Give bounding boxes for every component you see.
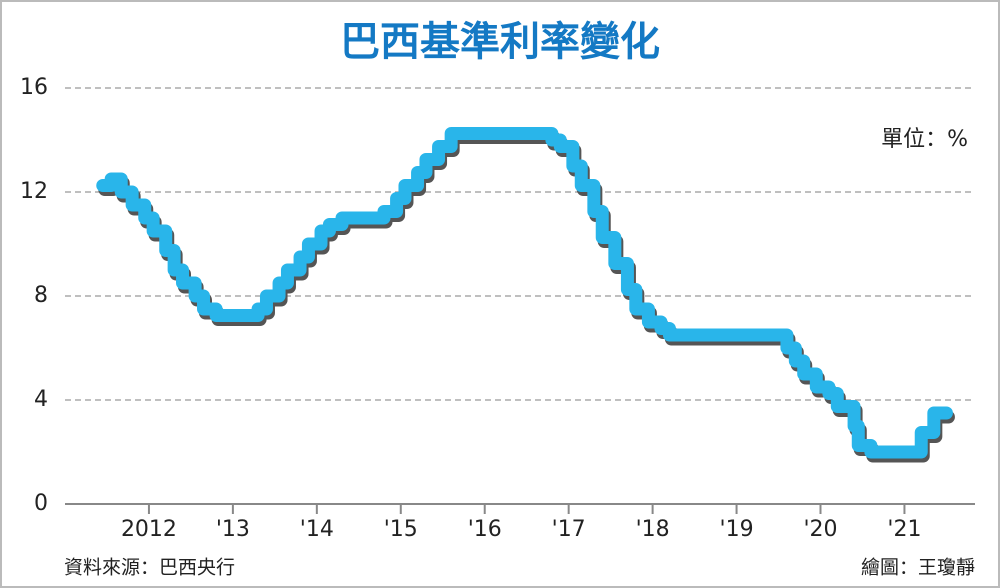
credit: 繪圖：王瓊靜 [861,557,975,579]
unit-note: 單位：% [881,127,968,152]
y-tick-label: 4 [34,387,48,412]
rate-line [96,127,953,459]
x-tick-label: '15 [384,517,418,542]
y-tick-label: 0 [34,491,48,516]
x-tick-label: '18 [636,517,670,542]
x-tick-label: '16 [468,517,502,542]
x-tick-label: '14 [300,517,334,542]
y-tick-label: 12 [20,179,48,204]
x-tick-label: '20 [803,517,837,542]
x-tick-label: '21 [887,517,921,542]
x-tick-label: '17 [552,517,586,542]
x-tick-label: '13 [216,517,250,542]
x-tick-label: 2012 [121,517,177,542]
y-tick-label: 16 [20,75,48,100]
chart-title: 巴西基準利率變化 [340,19,660,65]
x-tick-label: '19 [720,517,754,542]
y-tick-label: 8 [34,283,48,308]
source: 資料來源：巴西央行 [64,557,235,579]
